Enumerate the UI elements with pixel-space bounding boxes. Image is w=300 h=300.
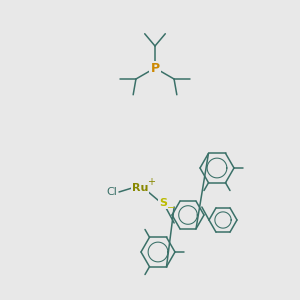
Text: Ru: Ru: [132, 183, 148, 193]
Text: Cl: Cl: [106, 187, 117, 197]
Text: −: −: [167, 203, 175, 213]
Text: +: +: [147, 177, 155, 187]
Text: S: S: [159, 198, 167, 208]
Text: P: P: [150, 61, 160, 74]
